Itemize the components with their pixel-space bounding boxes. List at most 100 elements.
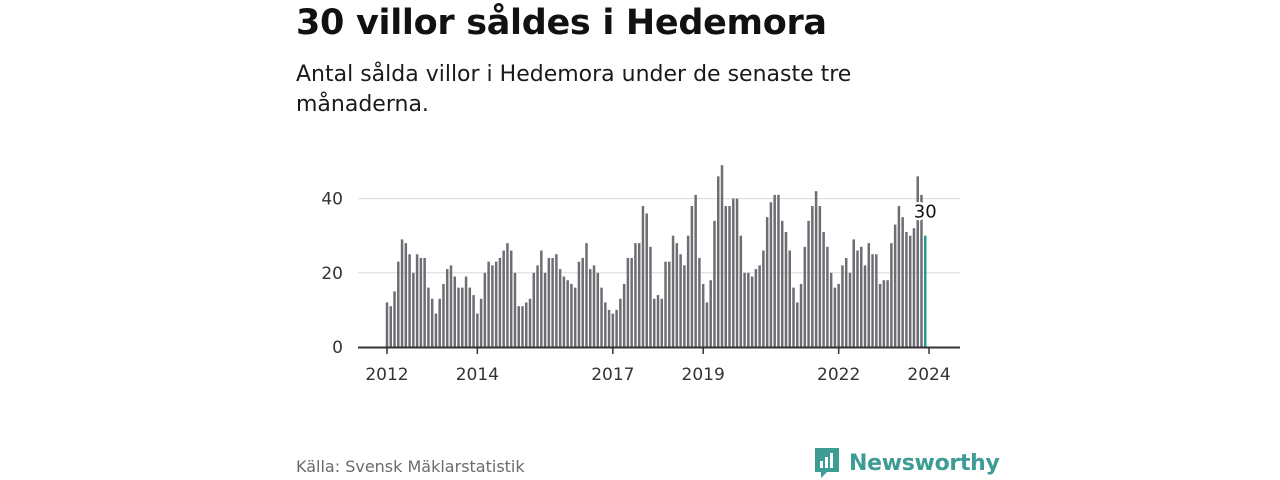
bar: [483, 272, 487, 347]
bar: [509, 250, 513, 347]
bar: [427, 287, 430, 347]
bar: [385, 302, 389, 347]
bar: [739, 235, 743, 347]
bar: [506, 243, 509, 347]
bar: [487, 261, 490, 347]
bar: [532, 272, 536, 347]
bar: [856, 250, 859, 347]
bar: [796, 302, 799, 347]
bar: [615, 309, 618, 347]
bar: [844, 257, 848, 347]
bar: [788, 250, 791, 347]
bar: [818, 206, 822, 347]
bar: [698, 257, 701, 347]
bar: [445, 269, 449, 347]
bar: [679, 254, 682, 347]
x-tick-label: 2019: [682, 365, 725, 385]
bar: [457, 287, 460, 347]
bar: [762, 250, 765, 347]
bar: [389, 306, 393, 347]
bar: [547, 257, 551, 347]
y-tick-label: 40: [321, 190, 343, 210]
bar: [626, 257, 630, 347]
bar: [860, 246, 863, 347]
bar: [882, 280, 886, 347]
bar: [875, 254, 878, 347]
bar: [570, 283, 573, 347]
bar: [528, 298, 532, 347]
bar: [886, 280, 889, 347]
bar: [412, 272, 415, 347]
chart-subtitle: Antal sålda villor i Hedemora under de s…: [296, 62, 852, 117]
bar: [863, 265, 867, 347]
bar-chart: 0 20 40 2012 2014 2017 2019 2022 2024 30: [321, 165, 960, 385]
bar: [438, 298, 441, 347]
bar: [423, 257, 426, 347]
bar: [713, 220, 716, 347]
bar: [905, 231, 908, 347]
bar: [871, 254, 874, 347]
data-labels: 30: [911, 199, 939, 225]
bar: [551, 257, 554, 347]
bar: [735, 198, 739, 347]
bar: [611, 313, 615, 347]
bar: [400, 239, 404, 347]
bar: [397, 261, 400, 347]
axes: 0 20 40 2012 2014 2017 2019 2022 2024: [321, 190, 960, 385]
bar: [525, 302, 528, 347]
bar: [765, 217, 769, 347]
source-note: Källa: Svensk Mäklarstatistik: [296, 457, 525, 476]
bar: [841, 265, 844, 347]
brand-logo[interactable]: Newsworthy: [813, 446, 1000, 480]
bar: [585, 243, 588, 347]
chart-title: 30 villor såldes i Hedemora: [296, 3, 827, 43]
bar: [773, 194, 776, 347]
bar: [811, 206, 814, 347]
bar: [694, 194, 697, 347]
bar: [543, 272, 547, 347]
bar: [577, 261, 581, 347]
bar: [494, 261, 498, 347]
newsworthy-logo-icon: [815, 448, 839, 478]
bar: [660, 298, 664, 347]
bar: [415, 254, 419, 347]
bar: [589, 269, 592, 347]
bar: [750, 276, 754, 347]
bar: [464, 276, 468, 347]
bar: [461, 287, 464, 347]
bar: [630, 257, 633, 347]
bar: [536, 265, 539, 347]
bar: [449, 265, 453, 347]
bar: [604, 302, 607, 347]
bar: [573, 287, 577, 347]
bar: [619, 298, 622, 347]
bar: [728, 206, 731, 347]
bar: [521, 306, 524, 347]
bar: [600, 287, 603, 347]
x-tick-label: 2014: [456, 365, 499, 385]
bar: [784, 231, 788, 347]
bar: [716, 176, 720, 347]
bar: [709, 280, 712, 347]
bar: [920, 194, 923, 347]
x-tick-label: 2017: [591, 365, 634, 385]
bar: [479, 298, 483, 347]
bar: [641, 206, 645, 347]
bar: [555, 254, 558, 347]
bar: [656, 295, 660, 347]
bar: [404, 243, 408, 347]
bar: [901, 217, 904, 347]
bar: [442, 283, 445, 347]
bar: [649, 246, 652, 347]
bar: [683, 265, 686, 347]
bar: [829, 272, 833, 347]
y-tick-label: 20: [321, 264, 343, 284]
bar: [664, 261, 667, 347]
bar: [705, 302, 709, 347]
bar: [566, 280, 569, 347]
bar: [799, 283, 803, 347]
bar-latest: [924, 235, 927, 347]
x-tick-label: 2012: [365, 365, 408, 385]
bar: [592, 265, 596, 347]
brand-name: Newsworthy: [849, 450, 1000, 476]
